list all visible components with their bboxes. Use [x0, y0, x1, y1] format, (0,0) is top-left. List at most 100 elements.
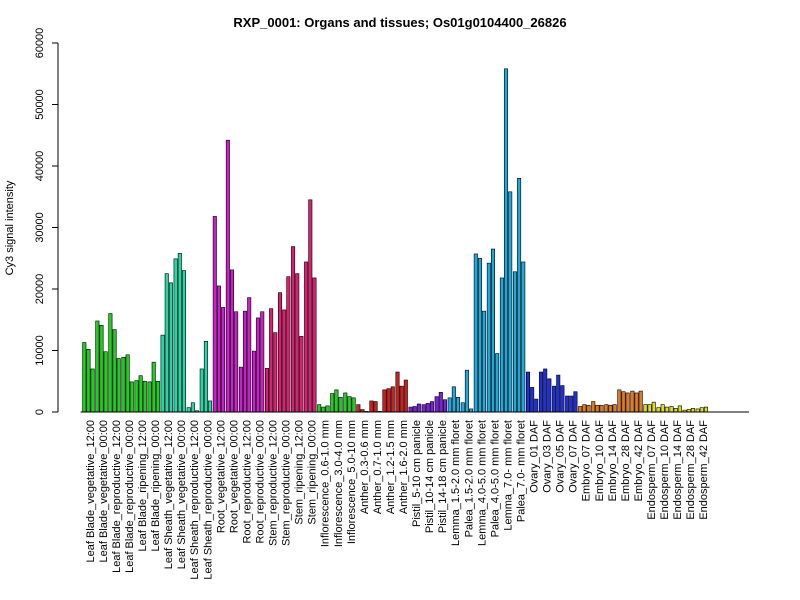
x-tick-label: Pistil_14-18 cm panicle — [437, 420, 449, 533]
x-tick-label: Anther_0.3-0.6 mm — [359, 420, 371, 514]
bar — [325, 405, 330, 413]
x-tick-label: Anther_1.2-1.5 mm — [385, 420, 397, 514]
x-tick-label: Root_vegetative_12:00 — [215, 420, 227, 533]
bar — [634, 392, 639, 413]
bar — [534, 398, 539, 413]
bar — [108, 313, 113, 413]
x-tick-label: Anther_1.6-2.0 mm — [398, 420, 410, 514]
bar — [512, 271, 517, 413]
x-tick-label: Root_vegetative_00:00 — [228, 420, 240, 533]
bar — [690, 408, 695, 413]
bar — [412, 406, 417, 413]
bar — [282, 309, 287, 413]
bar — [177, 253, 182, 413]
x-tick-label: Lemma_1.5-2.0 mm floret — [450, 420, 462, 546]
bar — [434, 396, 439, 413]
bar — [608, 404, 613, 413]
x-tick-label: Endosperm_28 DAF — [685, 420, 697, 520]
bar — [304, 261, 309, 413]
bar — [251, 350, 256, 413]
bar — [495, 353, 500, 413]
bar — [565, 395, 570, 413]
bar — [99, 324, 104, 413]
bar — [560, 385, 565, 413]
bar — [186, 407, 191, 413]
bar — [530, 387, 535, 413]
x-tick-label: Inflorescence_0.6-1.0 mm — [320, 420, 332, 547]
x-tick-label: Leaf Sheath_vegetative_12:00 — [163, 420, 175, 569]
y-tick-label: 60000 — [34, 28, 46, 59]
bar — [386, 388, 391, 413]
x-tick-label: Leaf Sheath_vegetative_00:00 — [176, 420, 188, 569]
bar — [499, 277, 504, 413]
x-tick-label: Inflorescence_5.0-10 mm — [346, 420, 358, 544]
bar — [656, 407, 661, 413]
bar — [330, 393, 335, 413]
bar — [312, 277, 317, 413]
bar — [382, 389, 387, 413]
bar — [256, 317, 261, 413]
bar — [673, 408, 678, 413]
bar — [373, 401, 378, 413]
x-tick-label: Embryo_07 DAF — [581, 420, 593, 502]
x-tick-label: Stem_ripening_12:00 — [294, 420, 306, 525]
x-tick-label: Inflorescence_3.0-4.0 mm — [333, 420, 345, 547]
bar — [525, 371, 530, 413]
bar — [138, 375, 143, 413]
bar — [103, 351, 108, 413]
bar — [643, 404, 648, 413]
bar — [421, 404, 426, 413]
bar — [168, 282, 173, 413]
bar — [604, 404, 609, 413]
bar — [369, 400, 374, 413]
bar — [477, 257, 482, 413]
bar — [591, 401, 596, 413]
bar — [212, 216, 217, 413]
bar — [160, 334, 165, 413]
x-tick-label: Palea_1.5-2.0 mm floret — [463, 420, 475, 537]
bar — [504, 68, 509, 413]
bar — [582, 404, 587, 413]
bar — [334, 389, 339, 413]
bar — [295, 273, 300, 413]
bar — [543, 368, 548, 413]
bar — [90, 368, 95, 413]
bar — [647, 404, 652, 413]
bar — [482, 310, 487, 413]
x-tick-label: Pistil_10-14 cm panicle — [424, 420, 436, 533]
bar — [617, 389, 622, 413]
x-tick-label: Stem_reproductive_00:00 — [281, 420, 293, 546]
bar — [621, 391, 626, 413]
bar — [599, 404, 604, 413]
bar — [464, 369, 469, 413]
y-tick-label: 20000 — [34, 274, 46, 305]
bar — [308, 199, 313, 413]
bar — [595, 404, 600, 413]
x-tick-labels: Leaf Blade_vegetative_12:00 Leaf Blade_ve… — [85, 420, 710, 580]
x-tick-label: Embryo_10 DAF — [594, 420, 606, 502]
bar — [147, 381, 152, 413]
bar — [490, 248, 495, 413]
bar — [225, 139, 230, 413]
bar — [116, 358, 121, 413]
bar — [291, 246, 296, 413]
bar — [573, 391, 578, 413]
bar — [208, 400, 213, 413]
bar — [539, 371, 544, 413]
x-tick-label: Leaf Sheath_reproductive_12:00 — [189, 420, 201, 580]
bar — [247, 297, 252, 413]
bar — [612, 404, 617, 413]
x-tick-label: Leaf Blade_vegetative_12:00 — [85, 420, 97, 563]
x-tick-label: Ovary_07 DAF — [568, 420, 580, 493]
bar — [121, 356, 126, 413]
bar — [134, 380, 139, 413]
bar — [273, 332, 278, 413]
x-tick-label: Lemma_4.0-5.0 mm floret — [476, 420, 488, 546]
x-tick-label: Anther_0.7-1.0 mm — [372, 420, 384, 514]
bar — [243, 310, 248, 413]
bar — [651, 401, 656, 413]
x-tick-label: Embryo_42 DAF — [633, 420, 645, 502]
x-tick-label: Ovary_03 DAF — [542, 420, 554, 493]
bar — [699, 407, 704, 413]
bar — [278, 292, 283, 413]
